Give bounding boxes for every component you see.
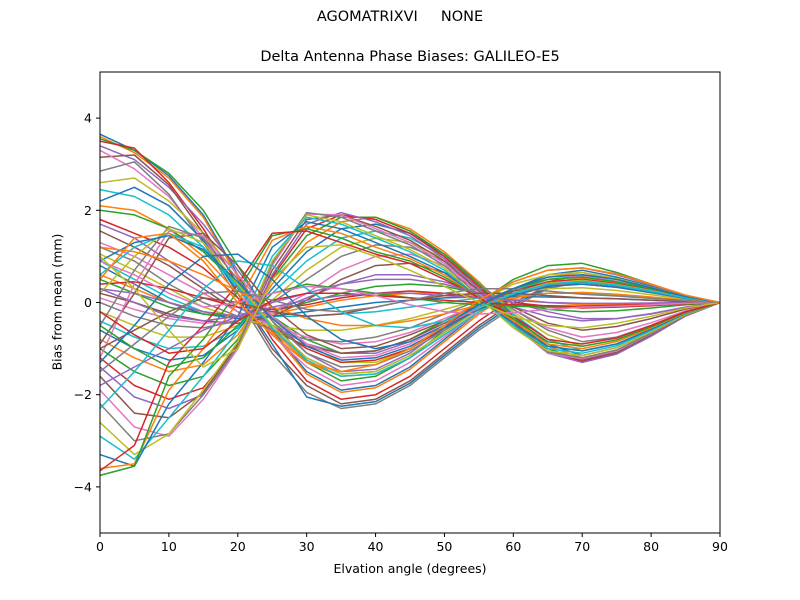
series-line-41 — [99, 221, 721, 467]
series-line-60 — [99, 260, 721, 410]
series-line-40 — [99, 216, 721, 460]
x-tick-label: 70 — [574, 539, 590, 554]
series-line-28 — [99, 244, 721, 343]
series-line-1 — [99, 133, 721, 391]
series-line-39 — [99, 214, 721, 456]
x-tick-label: 50 — [436, 539, 452, 554]
series-line-36 — [99, 214, 721, 419]
y-axis: −4 −2 0 2 4 — [74, 111, 100, 494]
y-tick-label: −4 — [74, 479, 92, 494]
x-tick-label: 60 — [505, 539, 521, 554]
figure-suptitle: AGOMATRIXVI NONE — [316, 9, 484, 25]
series-line-23 — [99, 278, 721, 318]
series-line-37 — [99, 213, 721, 437]
series-line-38 — [99, 211, 721, 442]
series-line-59 — [99, 244, 721, 368]
series-line-55 — [99, 288, 720, 322]
chart-title: Delta Antenna Phase Biases: GALILEO-E5 — [260, 49, 560, 65]
series-line-45 — [99, 278, 721, 387]
x-tick-label: 20 — [230, 539, 246, 554]
y-tick-label: 2 — [84, 203, 92, 218]
y-tick-label: 0 — [84, 295, 92, 310]
x-tick-label: 0 — [96, 539, 104, 554]
series-line-58 — [99, 287, 721, 373]
series-line-54 — [99, 292, 721, 354]
x-tick-label: 80 — [643, 539, 659, 554]
x-axis: 0 10 20 30 40 50 60 70 80 90 — [96, 533, 728, 554]
series-layer — [99, 133, 721, 477]
y-axis-label: Bias from mean (mm) — [49, 233, 65, 371]
series-line-52 — [99, 246, 721, 327]
series-line-27 — [99, 253, 721, 338]
y-tick-label: −2 — [74, 387, 92, 402]
series-line-34 — [99, 214, 721, 401]
series-line-57 — [99, 260, 721, 315]
y-tick-label: 4 — [84, 111, 92, 126]
x-tick-label: 40 — [368, 539, 384, 554]
x-tick-label: 10 — [161, 539, 177, 554]
x-tick-label: 30 — [299, 539, 315, 554]
x-tick-label: 90 — [712, 539, 728, 554]
series-line-61 — [99, 253, 721, 363]
series-line-5 — [99, 145, 721, 373]
series-line-62 — [99, 232, 721, 373]
series-line-44 — [99, 230, 721, 472]
series-line-51 — [99, 234, 721, 361]
x-axis-label: Elvation angle (degrees) — [333, 561, 487, 576]
series-line-43 — [99, 227, 721, 477]
